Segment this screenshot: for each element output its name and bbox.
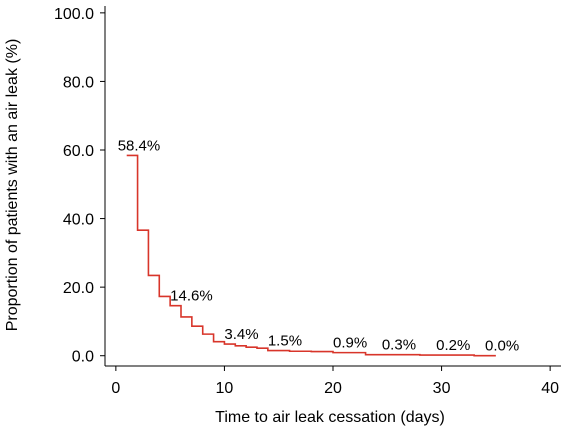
x-tick-label: 10 (216, 380, 234, 397)
y-axis-title: Proportion of patients with an air leak … (4, 39, 21, 332)
y-tick-label: 60.0 (63, 143, 94, 160)
y-tick-label: 100.0 (54, 6, 94, 23)
axes-layer: 0.0 20.0 40.0 60.0 80.0 100.0 0 10 20 30 40 (54, 6, 561, 397)
y-tick-label: 0.0 (72, 349, 94, 366)
y-tick-label: 20.0 (63, 280, 94, 297)
series-layer (126, 154, 496, 357)
data-label: 58.4% (118, 137, 161, 154)
x-tick-label: 40 (541, 380, 559, 397)
data-label: 0.0% (485, 338, 519, 355)
data-label: 14.6% (170, 288, 213, 305)
labels-layer: 58.4% 14.6% 3.4% 1.5% 0.9% 0.3% 0.2% 0.0% (118, 137, 519, 354)
data-label: 1.5% (268, 333, 302, 350)
x-axis-title: Time to air leak cessation (days) (215, 409, 445, 426)
y-tick-label: 40.0 (63, 212, 94, 229)
survival-step-line (126, 154, 496, 357)
data-label: 0.3% (382, 337, 416, 354)
data-label: 3.4% (224, 326, 258, 343)
x-tick-label: 20 (324, 380, 342, 397)
x-tick-label: 0 (111, 380, 120, 397)
data-label: 0.9% (333, 335, 367, 352)
y-tick-label: 80.0 (63, 74, 94, 91)
x-tick-label: 30 (433, 380, 451, 397)
data-label: 0.2% (436, 337, 470, 354)
